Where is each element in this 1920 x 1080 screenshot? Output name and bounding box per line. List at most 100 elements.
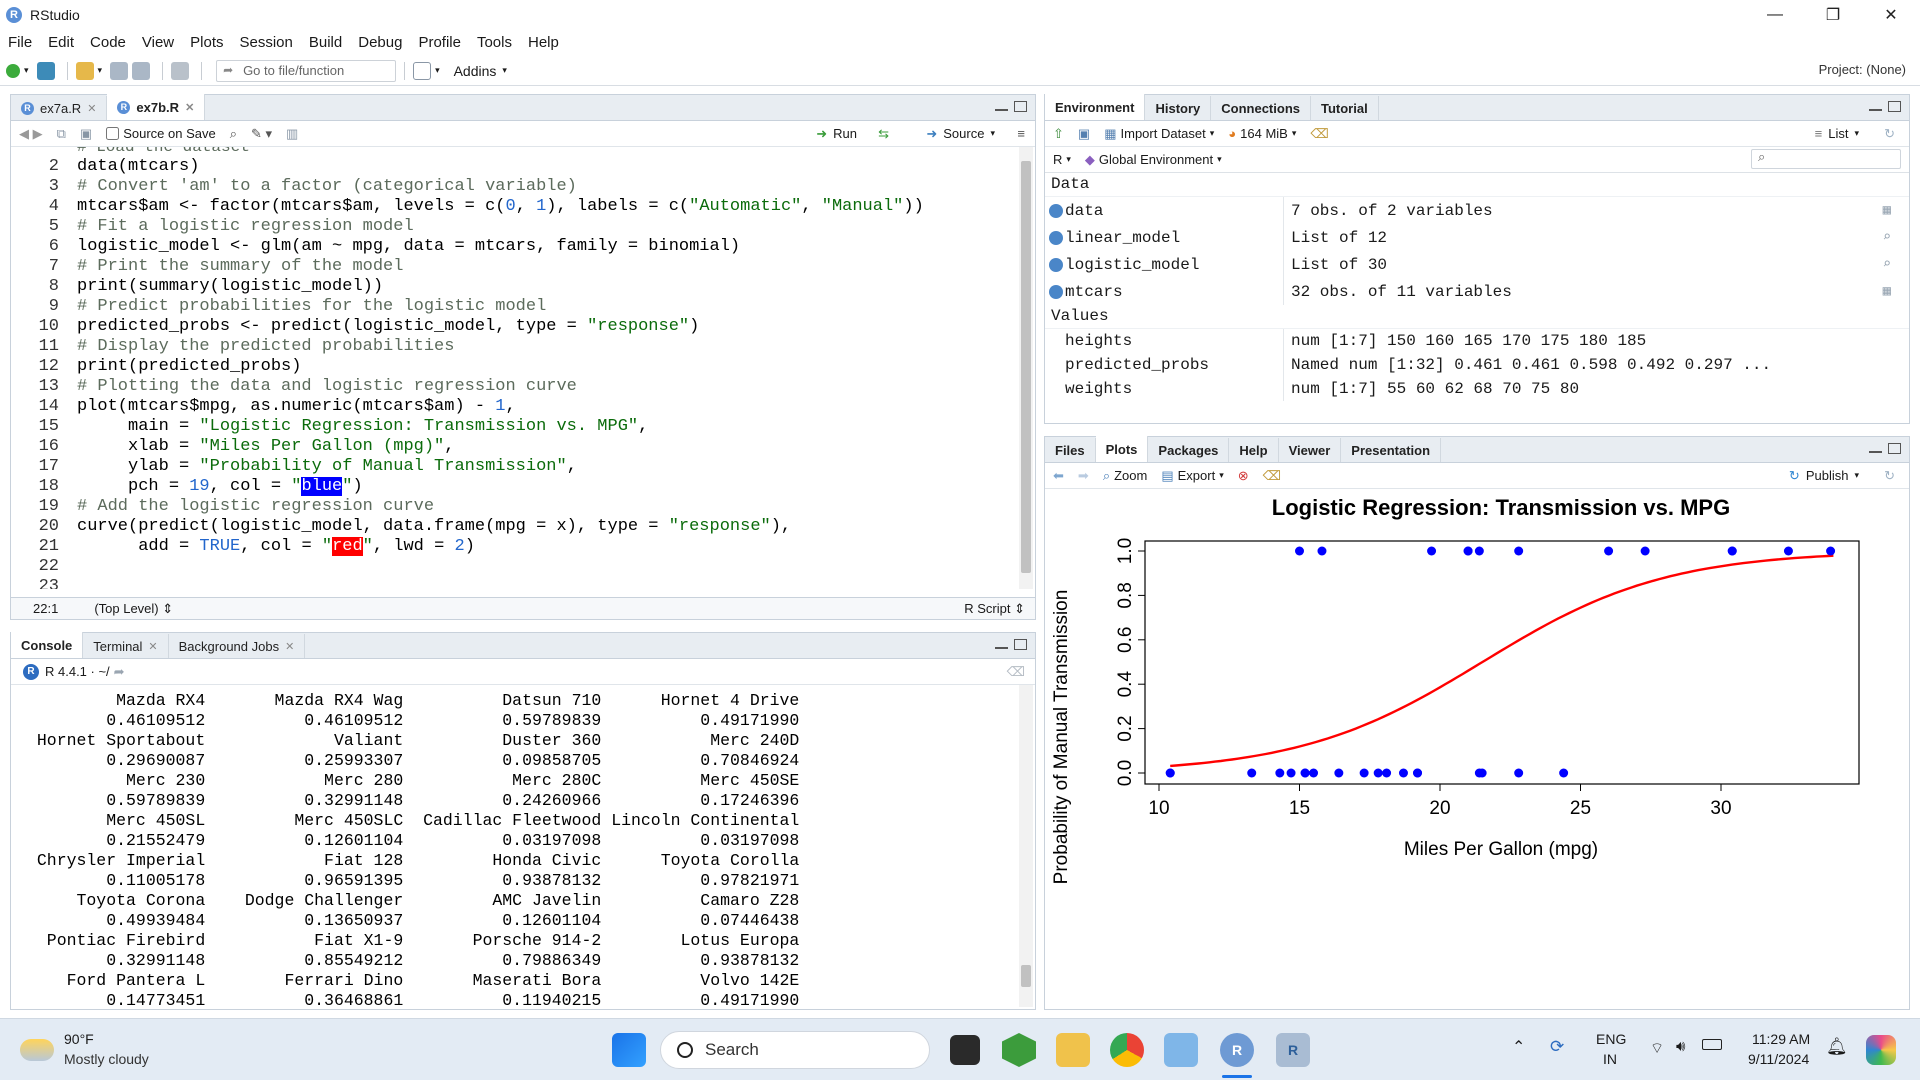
tab-help[interactable]: Help xyxy=(1229,438,1279,462)
close-tab-icon[interactable]: ✕ xyxy=(148,640,158,653)
taskbar-search[interactable]: Search xyxy=(660,1031,930,1069)
next-plot-icon[interactable]: ➡ xyxy=(1077,467,1089,483)
environment-data-row[interactable]: linear_model List of 12 ⌕ xyxy=(1045,224,1909,251)
rstudio-icon[interactable]: R xyxy=(1276,1033,1310,1067)
weather-description[interactable]: Mostly cloudy xyxy=(64,1051,149,1067)
battery-icon[interactable] xyxy=(1702,1039,1722,1050)
environment-value-row[interactable]: weights num [1:7] 55 60 62 68 70 75 80 xyxy=(1045,377,1909,401)
tab-viewer[interactable]: Viewer xyxy=(1279,438,1342,462)
save-workspace-icon[interactable]: ▣ xyxy=(1077,125,1091,141)
tab-terminal[interactable]: Terminal ✕ xyxy=(83,634,169,658)
chevron-down-icon[interactable]: ▾ xyxy=(502,65,507,75)
refresh-icon[interactable]: ↻ xyxy=(1884,467,1895,483)
app-hexagon-icon[interactable] xyxy=(1002,1033,1036,1067)
zoom-button[interactable]: ⌕ Zoom xyxy=(1103,468,1148,484)
close-tab-icon[interactable]: ✕ xyxy=(285,640,295,653)
search-icon[interactable]: ⌕ xyxy=(1882,257,1891,273)
project-menu[interactable]: Project: (None) xyxy=(1818,62,1906,77)
weather-temperature[interactable]: 90°F xyxy=(64,1031,94,1047)
minimize-button[interactable]: — xyxy=(1767,6,1783,23)
menu-session[interactable]: Session xyxy=(239,33,293,51)
console-output[interactable]: Mazda RX4 Mazda RX4 Wag Datsun 710 Horne… xyxy=(11,685,1035,1007)
clock-date[interactable]: 9/11/2024 xyxy=(1748,1051,1810,1067)
tab-presentation[interactable]: Presentation xyxy=(1341,438,1442,462)
open-folder-icon[interactable] xyxy=(75,61,94,80)
grid-layout-icon[interactable] xyxy=(413,61,432,80)
expand-icon[interactable] xyxy=(1049,203,1063,218)
expand-icon[interactable] xyxy=(1049,284,1063,299)
maximize-pane-icon[interactable] xyxy=(1014,639,1027,650)
refresh-icon[interactable]: ↻ xyxy=(1884,125,1895,141)
show-in-window-icon[interactable]: ⧉ xyxy=(56,125,66,141)
minimize-pane-icon[interactable] xyxy=(1869,108,1882,111)
new-project-icon[interactable] xyxy=(36,61,55,80)
tab-ex7b[interactable]: R ex7b.R ✕ xyxy=(107,94,206,120)
run-button[interactable]: ➜ Run xyxy=(816,126,857,142)
source-on-save-checkbox[interactable]: Source on Save xyxy=(106,126,216,141)
menu-build[interactable]: Build xyxy=(308,33,343,51)
start-menu-icon[interactable] xyxy=(612,1033,646,1067)
go-to-file-input[interactable]: Go to file/function xyxy=(216,59,397,82)
view-mode-select[interactable]: ≡ List ▾ xyxy=(1815,126,1859,141)
r-gui-icon[interactable]: R xyxy=(1220,1033,1254,1067)
clock-time[interactable]: 11:29 AM xyxy=(1752,1031,1811,1047)
broom-icon[interactable]: ⌫ xyxy=(1262,467,1282,483)
rerun-icon[interactable]: ⇆ xyxy=(878,125,889,141)
scrollbar-thumb[interactable] xyxy=(1021,965,1031,987)
environment-search-input[interactable]: ⌕ xyxy=(1751,149,1901,169)
language-code[interactable]: ENG xyxy=(1596,1031,1627,1047)
previous-plot-icon[interactable]: ⬅ xyxy=(1053,467,1064,483)
file-explorer-icon[interactable] xyxy=(1056,1033,1090,1067)
tab-connections[interactable]: Connections xyxy=(1211,96,1311,120)
expand-icon[interactable] xyxy=(1049,230,1063,245)
go-to-dir-icon[interactable]: ➦ xyxy=(113,663,125,679)
language-region[interactable]: IN xyxy=(1603,1051,1617,1067)
scrollbar-thumb[interactable] xyxy=(1021,161,1031,573)
tab-plots[interactable]: Plots xyxy=(1095,436,1149,462)
maximize-pane-icon[interactable] xyxy=(1014,101,1027,112)
addins-button[interactable]: Addins xyxy=(453,62,497,79)
maximize-pane-icon[interactable] xyxy=(1888,443,1901,454)
menu-help[interactable]: Help xyxy=(528,33,559,51)
minimize-pane-icon[interactable] xyxy=(995,646,1008,649)
maximize-pane-icon[interactable] xyxy=(1888,101,1901,112)
remove-plot-icon[interactable]: ⊗ xyxy=(1237,467,1249,483)
table-view-icon[interactable]: ▦ xyxy=(1882,284,1891,300)
language-select[interactable]: R ▾ xyxy=(1053,152,1071,167)
tab-packages[interactable]: Packages xyxy=(1148,438,1230,462)
file-type-selector[interactable]: R Script ⇕ xyxy=(964,600,1025,616)
save-icon[interactable]: ▣ xyxy=(79,125,93,141)
table-view-icon[interactable]: ▦ xyxy=(1882,203,1891,219)
chevron-down-icon[interactable]: ▾ xyxy=(435,65,440,75)
global-environment-select[interactable]: ◆ Global Environment ▾ xyxy=(1085,152,1222,168)
menu-view[interactable]: View xyxy=(141,33,175,51)
scope-selector[interactable]: (Top Level) ⇕ xyxy=(94,600,174,616)
save-all-icon[interactable] xyxy=(132,61,151,80)
menu-plots[interactable]: Plots xyxy=(190,33,224,51)
close-tab-icon[interactable]: ✕ xyxy=(87,102,97,115)
environment-data-row[interactable]: logistic_model List of 30 ⌕ xyxy=(1045,251,1909,278)
close-tab-icon[interactable]: ✕ xyxy=(185,101,195,114)
menu-debug[interactable]: Debug xyxy=(358,33,403,51)
environment-value-row[interactable]: heights num [1:7] 150 160 165 170 175 180… xyxy=(1045,329,1909,353)
code-area[interactable]: # Load the dataset 2 data(mtcars) 3 # Conve… xyxy=(11,147,1035,589)
expand-icon[interactable] xyxy=(1049,257,1063,272)
notification-bell-icon[interactable]: 🔔︎ xyxy=(1826,1037,1848,1056)
wifi-icon[interactable]: ⌔ xyxy=(1650,1040,1665,1057)
tab-console[interactable]: Console xyxy=(11,632,84,658)
magic-wand-icon[interactable]: ✎ ▾ xyxy=(251,125,273,141)
load-workspace-icon[interactable]: ⇧ xyxy=(1053,125,1064,141)
menu-tools[interactable]: Tools xyxy=(476,33,512,51)
print-icon[interactable] xyxy=(171,61,190,80)
outline-icon[interactable]: ≡ xyxy=(1017,126,1025,141)
minimize-pane-icon[interactable] xyxy=(1869,450,1882,453)
performance-monitor-icon[interactable] xyxy=(1164,1033,1198,1067)
memory-usage-button[interactable]: ◕ 164 MiB ▾ xyxy=(1228,126,1296,141)
menu-edit[interactable]: Edit xyxy=(48,33,75,51)
tab-ex7a[interactable]: R ex7a.R ✕ xyxy=(11,96,108,120)
source-button[interactable]: ➜ Source ▾ xyxy=(926,126,995,142)
sync-icon[interactable]: ⟳ xyxy=(1550,1037,1565,1056)
task-view-icon[interactable] xyxy=(950,1035,980,1065)
tab-environment[interactable]: Environment xyxy=(1045,94,1146,120)
search-icon[interactable]: ⌕ xyxy=(1882,230,1891,246)
